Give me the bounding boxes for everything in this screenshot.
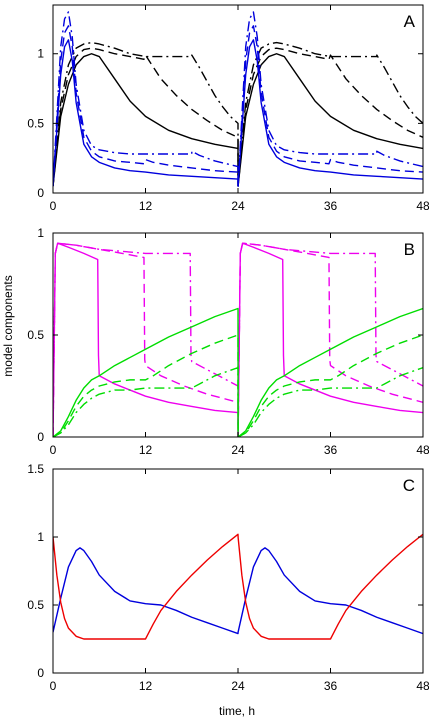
panel-a-series-line-3 [53,41,423,187]
panel-c-frame [52,468,424,674]
panel-b-x-tick-label: 48 [416,443,429,457]
panel-a-series-line-6 [53,11,423,187]
panel-c-y-tick-label: 1 [37,530,44,544]
panel-a-y-tick-label: 0.5 [27,116,44,130]
panel-a-x-tick-label: 0 [50,199,57,213]
panel-a-x-tick-label: 36 [324,199,338,213]
x-axis-label: time, h [219,704,255,718]
panel-a-series-line-5 [53,25,423,187]
panel-b-x-tick-label: 0 [50,443,57,457]
panel-b-y-tick-label: 0 [37,430,44,444]
panel-c-series-line-1 [53,547,423,635]
panel-c-x-tick-label: 12 [139,679,153,693]
panel-a-y-tick-label: 1 [37,47,44,61]
panel-b-x-tick-label: 36 [324,443,338,457]
panel-a-label: A [404,12,416,31]
panel-b-x-tick-label: 24 [231,443,245,457]
panel-b-label: B [404,240,415,259]
panel-c-x-tick-label: 0 [50,679,57,693]
panel-a-x-tick-label: 24 [231,199,245,213]
panel-a: 0 12 24 36 48 0 0.5 1 A [27,4,429,213]
panel-c-series-line-2 [53,533,423,640]
y-axis-label: model components [1,275,15,376]
panel-c-y-tick-label: 1.5 [27,462,44,476]
panel-a-x-tick-label: 48 [416,199,429,213]
panel-b-x-tick-label: 12 [139,443,153,457]
panel-a-y-tick-label: 0 [37,186,44,200]
panel-c-x-tick-label: 36 [324,679,338,693]
panel-c-y-tick-label: 0 [37,666,44,680]
panel-a-x-tick-label: 12 [139,199,153,213]
panel-c-x-tick-label: 24 [231,679,245,693]
panel-c-label: C [403,476,415,495]
panel-b-y-tick-label: 1 [37,226,44,240]
panel-c-y-tick-label: 0.5 [27,598,44,612]
panel-b-series-line-6 [53,366,423,437]
panel-b: 0 12 24 36 48 0 0.5 1 B [27,226,429,457]
panel-c: 0 12 24 36 48 0 0.5 1 1.5 C [27,462,429,693]
panel-b-y-tick-label: 0.5 [27,328,44,342]
panel-c-x-tick-label: 48 [416,679,429,693]
